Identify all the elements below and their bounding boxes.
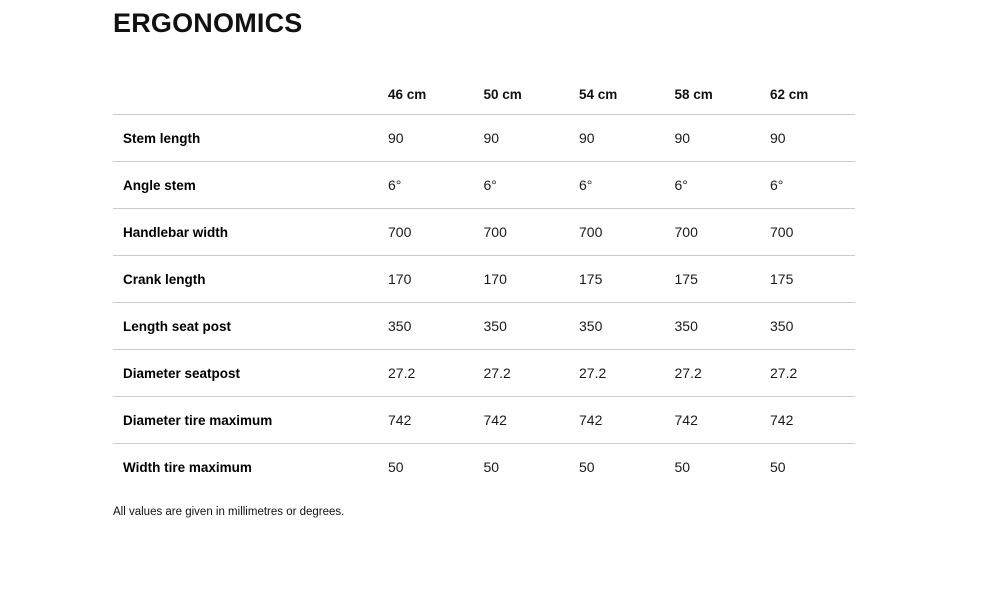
cell-value: 6° xyxy=(770,177,784,193)
cell-value: 742 xyxy=(388,412,412,428)
row-label: Diameter tire maximum xyxy=(123,412,273,428)
row-label: Angle stem xyxy=(123,177,196,193)
cell-value: 90 xyxy=(483,130,500,146)
cell-value: 27.2 xyxy=(483,365,511,381)
table-row-width-tire-maximum: Width tire maximum 50 50 50 50 50 xyxy=(113,444,855,490)
column-header-58cm: 58 cm xyxy=(674,87,713,102)
cell-value: 350 xyxy=(388,318,412,334)
column-header-46cm: 46 cm xyxy=(388,87,427,102)
cell-value: 27.2 xyxy=(674,365,702,381)
cell-value: 700 xyxy=(388,224,412,240)
table-row-handlebar-width: Handlebar width 700 700 700 700 700 xyxy=(113,209,855,256)
cell-value: 90 xyxy=(579,130,595,146)
cell-value: 90 xyxy=(770,130,786,146)
cell-value: 170 xyxy=(483,271,507,287)
row-label: Handlebar width xyxy=(123,224,229,240)
cell-value: 50 xyxy=(483,459,500,475)
units-footnote: All values are given in millimetres or d… xyxy=(113,506,345,518)
table-row-diameter-tire-maximum: Diameter tire maximum 742 742 742 742 74… xyxy=(113,397,855,444)
table-row-crank-length: Crank length 170 170 175 175 175 xyxy=(113,256,855,303)
cell-value: 90 xyxy=(674,130,691,146)
cell-value: 6° xyxy=(579,177,593,193)
row-label: Width tire maximum xyxy=(123,459,252,475)
cell-value: 90 xyxy=(388,130,404,146)
cell-value: 27.2 xyxy=(388,365,416,381)
cell-value: 6° xyxy=(388,177,402,193)
table-header-row: 46 cm 50 cm 54 cm 58 cm 62 cm xyxy=(113,75,855,115)
cell-value: 742 xyxy=(770,412,794,428)
cell-value: 742 xyxy=(674,412,698,428)
row-label: Diameter seatpost xyxy=(123,365,241,381)
cell-value: 50 xyxy=(674,459,691,475)
column-header-50cm: 50 cm xyxy=(483,87,522,102)
table-row-diameter-seatpost: Diameter seatpost 27.2 27.2 27.2 27.2 27… xyxy=(113,350,855,397)
table-row-angle-stem: Angle stem 6° 6° 6° 6° 6° xyxy=(113,162,855,209)
cell-value: 6° xyxy=(483,177,497,193)
ergonomics-table: 46 cm 50 cm 54 cm 58 cm 62 cm Stem lengt… xyxy=(113,75,855,490)
cell-value: 50 xyxy=(388,459,404,475)
cell-value: 175 xyxy=(579,271,603,287)
cell-value: 27.2 xyxy=(770,365,798,381)
cell-value: 175 xyxy=(770,271,794,287)
page-title: ERGONOMICS xyxy=(113,8,303,38)
row-label: Length seat post xyxy=(123,318,232,334)
cell-value: 350 xyxy=(579,318,603,334)
cell-value: 50 xyxy=(579,459,595,475)
cell-value: 50 xyxy=(770,459,786,475)
column-header-62cm: 62 cm xyxy=(770,87,809,102)
cell-value: 742 xyxy=(483,412,507,428)
cell-value: 350 xyxy=(770,318,794,334)
table-row-stem-length: Stem length 90 90 90 90 90 xyxy=(113,115,855,162)
cell-value: 700 xyxy=(579,224,603,240)
cell-value: 700 xyxy=(770,224,794,240)
cell-value: 700 xyxy=(483,224,507,240)
cell-value: 742 xyxy=(579,412,603,428)
ergonomics-section: ERGONOMICS 46 cm 50 cm 54 cm 58 cm 62 cm… xyxy=(113,8,855,519)
cell-value: 175 xyxy=(674,271,698,287)
cell-value: 6° xyxy=(674,177,688,193)
cell-value: 27.2 xyxy=(579,365,607,381)
cell-value: 350 xyxy=(674,318,698,334)
column-header-54cm: 54 cm xyxy=(579,87,618,102)
cell-value: 170 xyxy=(388,271,412,287)
cell-value: 700 xyxy=(674,224,698,240)
row-label: Stem length xyxy=(123,130,201,146)
table-row-length-seat-post: Length seat post 350 350 350 350 350 xyxy=(113,303,855,350)
row-label: Crank length xyxy=(123,271,206,287)
cell-value: 350 xyxy=(483,318,507,334)
